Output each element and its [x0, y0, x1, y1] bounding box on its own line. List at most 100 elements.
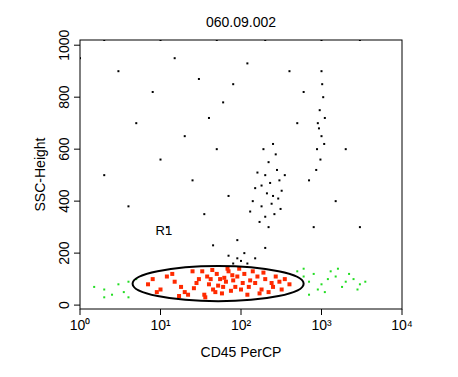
point: [337, 268, 339, 270]
point: [330, 270, 332, 272]
point: [254, 187, 256, 189]
point: [268, 226, 270, 228]
point: [111, 294, 113, 296]
point: [356, 289, 358, 291]
point: [264, 247, 266, 249]
x-tick-label: 10⁰: [70, 317, 91, 333]
point: [226, 267, 230, 271]
point: [177, 294, 181, 298]
point: [216, 284, 220, 288]
point: [210, 268, 214, 272]
point: [303, 268, 305, 270]
point: [228, 195, 230, 197]
point: [127, 296, 129, 298]
x-tick-label: 10¹: [150, 317, 171, 333]
y-tick-label: 600: [56, 137, 72, 161]
point: [117, 70, 119, 72]
point: [269, 182, 271, 184]
point: [280, 208, 282, 210]
point: [230, 273, 234, 277]
point: [353, 278, 355, 280]
point: [260, 288, 264, 292]
point: [222, 276, 226, 280]
point: [335, 200, 337, 202]
point: [341, 286, 343, 288]
point: [308, 281, 310, 283]
point: [313, 226, 315, 228]
y-tick: [74, 201, 80, 202]
point: [135, 122, 137, 124]
point: [233, 285, 237, 289]
point: [296, 122, 298, 124]
point: [266, 192, 268, 194]
point: [203, 295, 207, 299]
point: [117, 283, 119, 285]
point: [231, 278, 235, 282]
x-tick: [241, 309, 242, 315]
point: [271, 285, 275, 289]
y-tick-label: 800: [56, 85, 72, 109]
point: [205, 275, 209, 279]
point: [155, 290, 159, 294]
point: [288, 70, 290, 72]
point: [321, 83, 323, 85]
point: [316, 148, 318, 150]
point: [245, 293, 249, 297]
point: [235, 275, 239, 279]
y-axis-label: SSC-Height: [32, 137, 48, 211]
x-tick-label: 10³: [311, 317, 332, 333]
point: [274, 275, 278, 279]
frame: [80, 40, 402, 309]
x-axis-label: CD45 PerCP: [201, 344, 282, 360]
point: [277, 198, 279, 200]
point: [184, 135, 186, 137]
gate-label: R1: [156, 223, 173, 238]
point: [303, 276, 305, 278]
point: [296, 270, 298, 272]
point: [246, 62, 248, 64]
point: [258, 291, 262, 295]
point: [191, 269, 195, 273]
chart: 060.09.002R110⁰10¹10²10³10⁴0200400600800…: [0, 0, 458, 377]
point: [173, 280, 177, 284]
point: [281, 190, 283, 192]
point: [248, 278, 252, 282]
point: [264, 216, 266, 218]
point: [267, 290, 271, 294]
point: [218, 277, 222, 281]
point: [275, 153, 277, 155]
point: [327, 278, 329, 280]
point: [308, 179, 310, 181]
point: [222, 101, 224, 103]
y-tick: [74, 149, 80, 150]
point: [208, 117, 210, 119]
point: [179, 285, 183, 289]
point: [174, 57, 176, 59]
point: [272, 143, 274, 145]
point: [324, 117, 326, 119]
x-tick-label: 10²: [231, 317, 252, 333]
point: [213, 290, 217, 294]
point: [236, 239, 238, 241]
x-tick: [160, 309, 161, 315]
point: [364, 281, 366, 283]
point: [159, 288, 163, 292]
point: [192, 286, 196, 290]
point: [268, 161, 270, 163]
point: [303, 91, 305, 93]
point: [261, 271, 265, 275]
point: [146, 282, 150, 286]
point: [103, 289, 105, 291]
y-tick-label: 1000: [56, 29, 72, 60]
point: [221, 285, 225, 289]
point: [240, 260, 242, 262]
point: [277, 280, 281, 284]
y-tick-label: 200: [56, 241, 72, 265]
point: [247, 285, 251, 289]
point: [321, 70, 323, 72]
point: [335, 276, 337, 278]
point: [197, 277, 201, 281]
point: [256, 172, 258, 174]
point: [242, 272, 246, 276]
point: [224, 280, 228, 284]
